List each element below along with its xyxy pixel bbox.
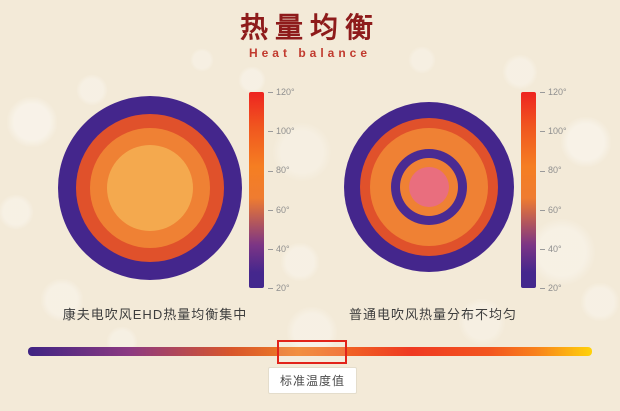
- scale-tick-label: 100°: [540, 126, 567, 136]
- temperature-scale-labels-right: 120° 100° 80° 60° 40° 20°: [540, 87, 582, 293]
- scale-tick-label: 60°: [268, 205, 290, 215]
- temperature-gradient-bar: [28, 347, 592, 356]
- scale-tick-label: 40°: [540, 244, 562, 254]
- heatmap-uneven: [344, 102, 514, 272]
- scale-tick-label: 120°: [540, 87, 567, 97]
- scale-tick-label: 120°: [268, 87, 295, 97]
- scale-tick-label: 80°: [540, 165, 562, 175]
- scale-tick-label: 20°: [268, 283, 290, 293]
- scale-tick-label: 80°: [268, 165, 290, 175]
- page-title: 热量均衡: [239, 12, 380, 43]
- standard-range-highlight: [277, 340, 347, 364]
- scale-tick-label: 60°: [540, 205, 562, 215]
- caption-left: 康夫电吹风EHD热量均衡集中: [62, 307, 248, 322]
- caption-right: 普通电吹风热量分布不均匀: [348, 307, 517, 322]
- scale-tick-label: 40°: [268, 244, 290, 254]
- temperature-scale-bar-left: [249, 92, 264, 288]
- heat-ring: [409, 167, 449, 207]
- temperature-scale-bar-right: [521, 92, 536, 288]
- scale-tick-label: 100°: [268, 126, 295, 136]
- standard-temperature-label: 标准温度值: [268, 367, 358, 394]
- temperature-scale-labels-left: 120° 100° 80° 60° 40° 20°: [268, 87, 310, 293]
- scale-tick-label: 20°: [540, 283, 562, 293]
- page-subtitle: Heat balance: [248, 46, 372, 60]
- heatmap-even: [58, 96, 242, 280]
- heat-ring: [107, 145, 193, 231]
